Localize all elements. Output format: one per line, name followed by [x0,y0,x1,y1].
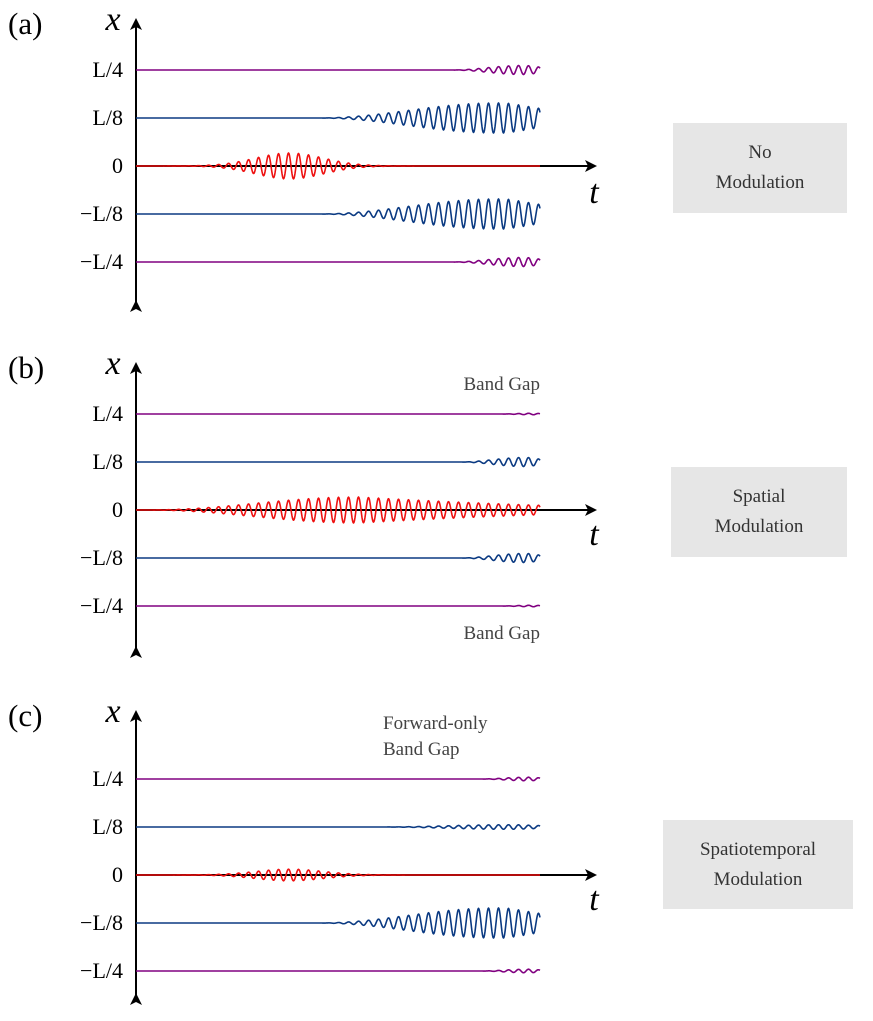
modulation-line-2: Modulation [713,868,803,890]
t-axis-label: t [589,516,600,553]
waveform-plus-quarter [135,64,541,76]
x-axis-label: x [104,1,120,38]
waveform-minus-eighth [135,907,541,939]
modulation-label-a: No Modulation [673,123,847,213]
tick-label: −L/4 [80,593,123,618]
x-axis-label: x [104,693,120,730]
waveform-zero [135,496,541,524]
waveform-minus-quarter [135,256,541,268]
panel-c: (c) x t L/4 L/8 0 −L/8 −L/4 Forward-only Band Gap [8,693,600,1005]
panel-letter: (b) [8,350,44,385]
tick-label: L/4 [92,57,123,82]
annotation-top: Band Gap [463,374,540,395]
modulation-line-1: Spatial [732,486,786,507]
modulation-line-2: Modulation [714,516,804,537]
tick-label: 0 [112,862,123,887]
modulation-line-2: Modulation [715,172,805,193]
modulation-line-1: No [748,142,772,163]
tick-label: −L/8 [80,201,123,226]
tick-label: −L/8 [80,545,123,570]
waveform-minus-eighth [135,198,541,230]
annotation-top: Band Gap [383,739,460,760]
tick-label: L/4 [92,401,123,426]
tick-label: L/8 [92,449,123,474]
waveform-minus-quarter [135,604,541,608]
modulation-label-c: Spatiotemporal Modulation [663,820,853,909]
x-axis-label: x [104,345,120,382]
waveform-plus-eighth [135,102,541,134]
modulation-label-b: Spatial Modulation [671,467,847,557]
tick-label: −L/4 [80,249,123,274]
panel-letter: (c) [8,698,42,733]
waveform-plus-quarter [135,776,541,782]
t-axis-label: t [589,174,600,211]
waveform-zero [135,152,541,180]
tick-label: −L/4 [80,958,123,983]
panel-b: (b) x t L/4 L/8 0 −L/8 −L/4 Band Gap Band Gap [8,345,600,658]
panel-a: (a) x t L/4 L/8 0 −L/8 −L/4 [8,1,600,312]
waveform-plus-eighth [135,456,541,468]
tick-label: 0 [112,497,123,522]
waveform-plus-quarter [135,412,541,416]
tick-label: L/8 [92,105,123,130]
waveform-zero [135,868,541,882]
annotation-bottom: Band Gap [463,623,540,644]
annotation-top: Forward-only [383,713,488,734]
waveform-plus-eighth [135,823,541,831]
tick-label: L/4 [92,766,123,791]
waveform-minus-eighth [135,552,541,564]
modulation-line-1: Spatiotemporal [699,838,817,860]
tick-label: −L/8 [80,910,123,935]
tick-label: L/8 [92,814,123,839]
waveform-minus-quarter [135,968,541,974]
tick-label: 0 [112,153,123,178]
panel-letter: (a) [8,6,42,41]
panels-layer: (a) x t L/4 L/8 0 −L/8 −L/4 (b) x t L/4 L/8 0 −L/8 −L/4… [8,1,600,1005]
t-axis-label: t [589,881,600,918]
